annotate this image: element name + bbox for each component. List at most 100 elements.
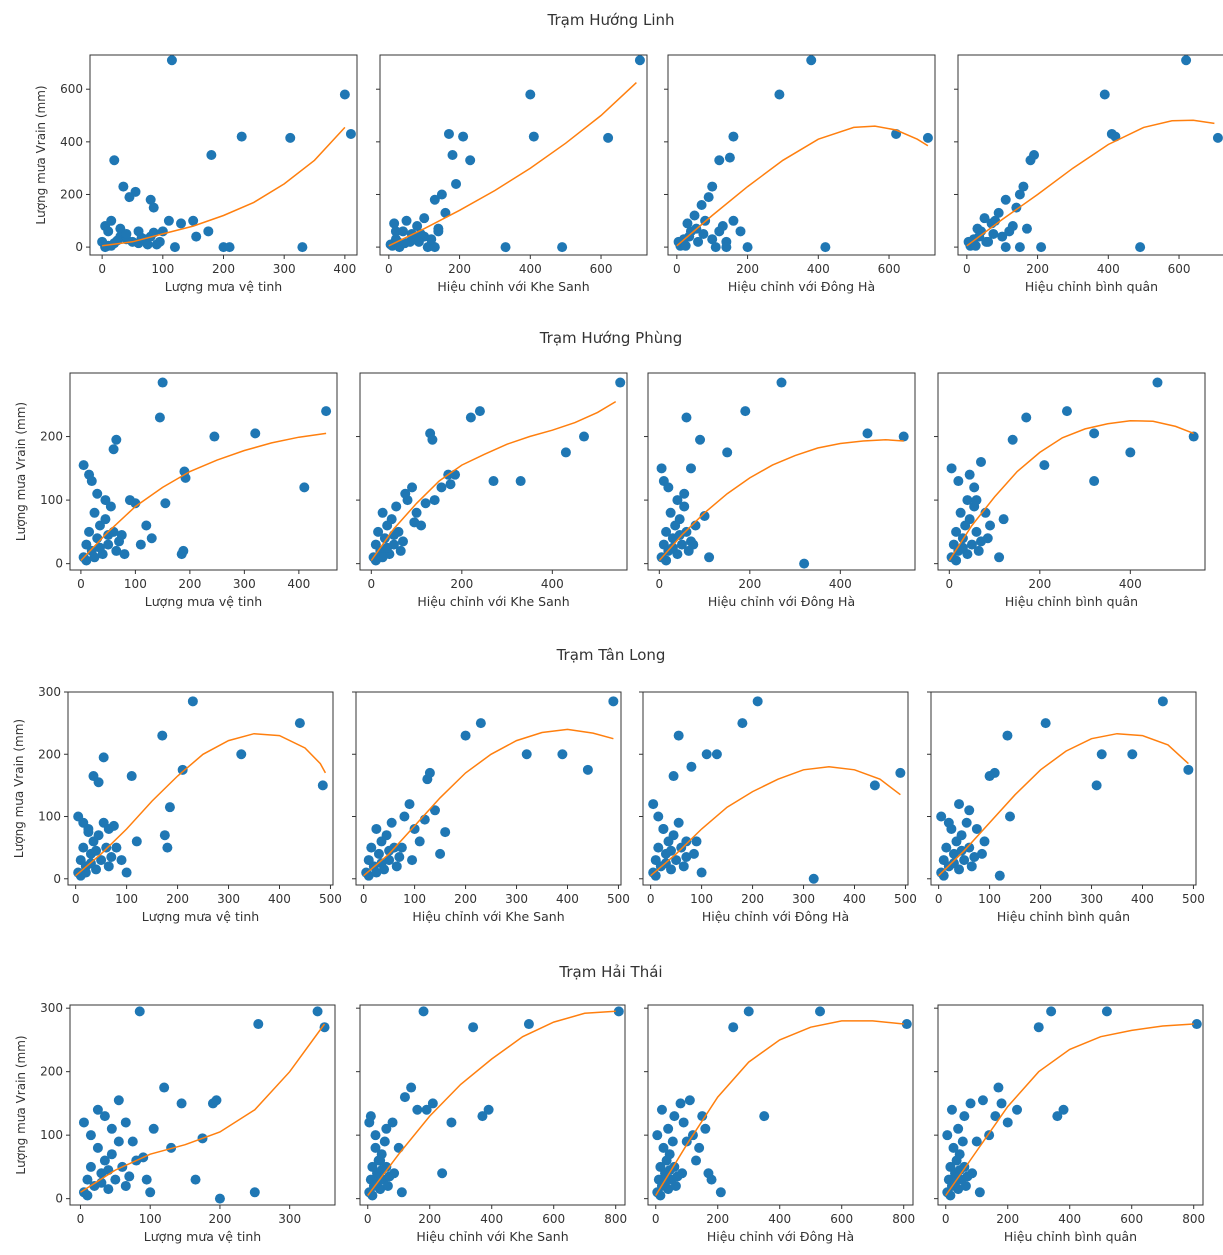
- x-tick-label: 400: [268, 892, 291, 906]
- data-point: [157, 377, 168, 388]
- data-point: [83, 827, 94, 838]
- data-point: [371, 867, 382, 878]
- data-point: [752, 696, 763, 707]
- data-point: [381, 830, 392, 841]
- data-point: [922, 132, 933, 143]
- x-tick-label: 300: [278, 1212, 301, 1226]
- data-point: [141, 520, 152, 531]
- data-point: [103, 226, 114, 237]
- data-point: [250, 428, 261, 439]
- y-tick-label: 200: [40, 430, 63, 444]
- data-point: [993, 1082, 1004, 1093]
- x-tick-label: 0: [673, 262, 681, 276]
- data-point: [961, 817, 972, 828]
- plot-frame: [379, 54, 648, 256]
- data-point: [159, 830, 170, 841]
- data-point: [450, 469, 461, 480]
- data-point: [93, 777, 104, 788]
- data-point: [973, 545, 984, 556]
- data-point: [429, 495, 440, 506]
- data-point: [163, 215, 174, 226]
- data-point: [160, 498, 171, 509]
- data-point: [698, 228, 709, 239]
- data-point: [500, 242, 511, 253]
- fit-curve: [80, 432, 327, 562]
- data-point: [1127, 749, 1138, 760]
- data-point: [224, 242, 235, 253]
- x-tick-label: 200: [454, 892, 477, 906]
- data-point: [523, 1019, 534, 1030]
- data-point: [988, 228, 999, 239]
- data-point: [1188, 431, 1199, 442]
- data-point: [236, 131, 247, 142]
- data-point: [176, 218, 187, 229]
- data-point: [1191, 1019, 1202, 1030]
- data-point: [370, 1130, 381, 1141]
- plot-frame: [930, 691, 1197, 886]
- data-point: [397, 226, 408, 237]
- data-point: [376, 1165, 387, 1176]
- x-tick-label: 600: [1168, 262, 1191, 276]
- x-tick-label: 0: [963, 262, 971, 276]
- y-tick-label: 200: [40, 1065, 63, 1079]
- x-tick-label: 0: [945, 577, 953, 591]
- x-axis-label: Hiệu chỉnh bình quân: [1005, 594, 1138, 609]
- data-point: [942, 1130, 953, 1141]
- data-point: [1040, 718, 1051, 729]
- data-point: [85, 1161, 96, 1172]
- x-tick-label: 400: [807, 262, 830, 276]
- x-axis-label: Lượng mưa vệ tinh: [145, 594, 262, 609]
- x-tick-label: 0: [77, 577, 85, 591]
- x-tick-label: 500: [1182, 892, 1205, 906]
- data-point: [686, 761, 697, 772]
- data-point: [971, 526, 982, 537]
- data-point: [936, 811, 947, 822]
- data-point: [319, 1022, 330, 1033]
- plot-frame: [69, 1004, 336, 1206]
- data-point: [440, 827, 451, 838]
- data-point: [382, 542, 393, 553]
- data-point: [964, 842, 975, 853]
- data-point: [391, 861, 402, 872]
- x-tick-label: 800: [604, 1212, 627, 1226]
- data-point: [110, 1174, 121, 1185]
- x-tick-label: 400: [541, 577, 564, 591]
- data-point: [582, 764, 593, 775]
- data-point: [668, 771, 679, 782]
- data-point: [111, 842, 122, 853]
- fit-curve: [966, 119, 1215, 247]
- x-axis-label: Hiệu chỉnh bình quân: [1025, 279, 1158, 294]
- x-tick-label: 0: [385, 262, 393, 276]
- data-point: [901, 1019, 912, 1030]
- data-point: [603, 132, 614, 143]
- x-tick-label: 600: [542, 1212, 565, 1226]
- data-point: [674, 514, 685, 525]
- data-point: [365, 1111, 376, 1122]
- data-point: [78, 460, 89, 471]
- data-point: [688, 539, 699, 550]
- plot-frame: [937, 1004, 1204, 1206]
- x-axis-label: Hiệu chỉnh bình quân: [1004, 1229, 1137, 1244]
- data-point: [130, 186, 141, 197]
- data-point: [869, 780, 880, 791]
- data-point: [994, 552, 1005, 563]
- data-point: [427, 434, 438, 445]
- data-point: [312, 1006, 323, 1017]
- data-point: [460, 730, 471, 741]
- data-point: [121, 228, 132, 239]
- data-point: [98, 752, 109, 763]
- data-point: [1004, 811, 1015, 822]
- data-point: [1002, 1117, 1013, 1128]
- data-point: [146, 533, 157, 544]
- x-tick-label: 100: [151, 262, 174, 276]
- x-tick-label: 100: [403, 892, 426, 906]
- x-tick-label: 400: [333, 262, 356, 276]
- data-point: [951, 555, 962, 566]
- data-point: [391, 501, 402, 512]
- data-point: [634, 55, 645, 66]
- x-tick-label: 600: [878, 262, 901, 276]
- data-point: [109, 155, 120, 166]
- data-point: [209, 431, 220, 442]
- data-point: [443, 128, 454, 139]
- data-point: [407, 855, 418, 866]
